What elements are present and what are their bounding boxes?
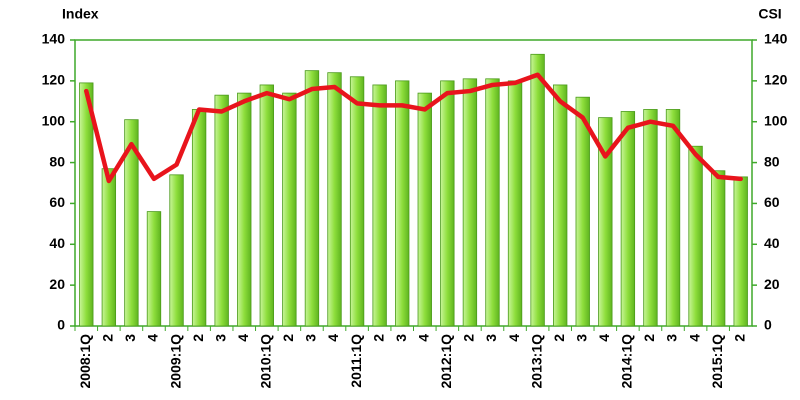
- x-tick-label: 4: [325, 334, 341, 342]
- x-tick-label: 2015:1Q: [709, 334, 725, 389]
- y-tick-label: 140: [42, 31, 66, 47]
- bar: [146, 211, 162, 327]
- bar: [282, 92, 297, 327]
- bar: [395, 80, 410, 327]
- x-tick-label: 2: [280, 334, 296, 342]
- bar: [733, 176, 748, 327]
- x-tick-label: 3: [212, 334, 228, 342]
- x-tick-label: 4: [686, 334, 702, 342]
- bar: [101, 168, 117, 327]
- y-tick-label: 120: [42, 72, 66, 88]
- x-tick-label: 3: [483, 334, 499, 342]
- x-tick-label: 4: [506, 334, 522, 342]
- y-axis-label: Index: [62, 6, 99, 22]
- x-tick-label: 3: [573, 334, 589, 342]
- bar: [575, 96, 590, 327]
- bar: [485, 78, 500, 327]
- x-tick-label: 2: [370, 334, 386, 342]
- bar: [620, 111, 636, 327]
- x-tick-label: 4: [145, 334, 161, 342]
- bar: [462, 78, 478, 327]
- y-tick-label: 20: [49, 276, 65, 292]
- x-tick-label: 2: [551, 334, 567, 342]
- x-tick-label: 2013:1Q: [528, 334, 544, 389]
- y2-tick-label: 120: [764, 72, 788, 88]
- bar: [417, 92, 432, 327]
- y2-tick-label: 80: [764, 153, 780, 169]
- x-tick-label: 2: [461, 334, 477, 342]
- x-tick-label: 2011:1Q: [348, 334, 364, 388]
- x-tick-label: 4: [235, 334, 251, 342]
- bar: [349, 76, 365, 327]
- x-tick-label: 2: [100, 334, 116, 342]
- y2-tick-label: 140: [764, 31, 788, 47]
- bar: [124, 119, 139, 327]
- y2-tick-label: 20: [764, 276, 780, 292]
- x-tick-label: 2012:1Q: [438, 334, 454, 389]
- bar: [304, 70, 320, 327]
- y-tick-label: 0: [57, 317, 65, 333]
- bar: [665, 109, 681, 327]
- bar: [507, 80, 523, 327]
- x-tick-label: 3: [303, 334, 319, 342]
- y2-tick-label: 40: [764, 235, 780, 251]
- x-tick-label: 4: [596, 334, 612, 342]
- x-tick-label: 3: [664, 334, 680, 342]
- x-tick-label: 2: [641, 334, 657, 342]
- y2-tick-label: 100: [764, 112, 788, 128]
- y2-tick-label: 0: [764, 317, 772, 333]
- bar: [688, 145, 703, 327]
- y-tick-label: 60: [49, 194, 65, 210]
- y-tick-label: 80: [49, 153, 65, 169]
- y2-tick-label: 60: [764, 194, 780, 210]
- x-tick-label: 2: [190, 334, 206, 342]
- x-tick-label: 4: [415, 334, 431, 342]
- bar: [643, 109, 658, 327]
- x-tick-label: 3: [122, 334, 138, 342]
- line: [84, 72, 743, 184]
- bar: [553, 84, 568, 327]
- bar: [530, 53, 545, 327]
- y2-axis-label: CSI: [758, 6, 781, 22]
- bar: [214, 94, 229, 327]
- x-tick-label: 2010:1Q: [258, 334, 274, 389]
- bar: [169, 174, 184, 327]
- x-tick-label: 3: [393, 334, 409, 342]
- x-tick-label: 2: [731, 334, 747, 342]
- bar: [191, 109, 207, 327]
- bar: [259, 84, 274, 327]
- bar: [710, 170, 726, 327]
- x-tick-label: 2008:1Q: [77, 334, 93, 389]
- bar: [372, 84, 387, 327]
- x-tick-label: 2014:1Q: [619, 334, 635, 389]
- y-tick-label: 40: [49, 235, 65, 251]
- bar: [598, 117, 613, 327]
- x-tick-label: 2009:1Q: [167, 334, 183, 389]
- bar: [440, 80, 455, 327]
- y-tick-label: 100: [42, 112, 66, 128]
- bar: [237, 92, 252, 327]
- bar: [327, 72, 342, 327]
- bar: [79, 82, 94, 327]
